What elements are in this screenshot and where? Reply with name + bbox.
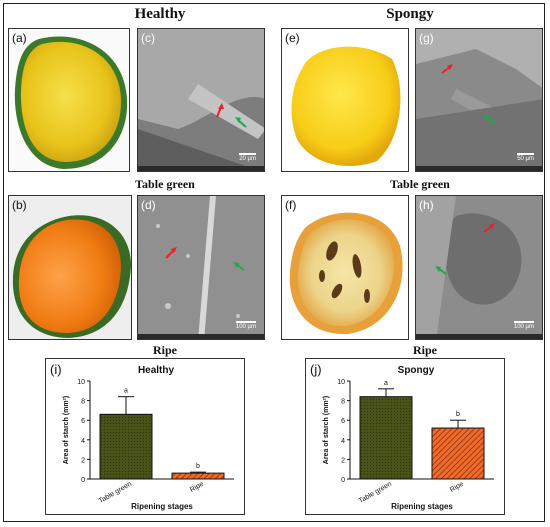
sem-micrograph-c — [138, 29, 264, 171]
chart-panel-j: (j) Spongy 0 2 4 6 8 10 Area of starch (mm²) a Tab… — [305, 358, 505, 515]
panel-c-sem: (c) 20 µm — [137, 28, 265, 172]
bar-chart-healthy: (i) Healthy 0 2 4 6 8 10 Area of starch (mm²) a Ta… — [50, 362, 234, 511]
chart-panel-i: (i) Healthy 0 2 4 6 8 10 Area of starch (mm²) a Ta… — [45, 358, 245, 515]
sem-info-strip — [416, 166, 542, 171]
x-axis-label: Ripening stages — [131, 502, 193, 511]
y-tick-label: 10 — [337, 379, 345, 386]
y-tick-label: 10 — [77, 379, 85, 386]
panel-d-sem: (d) 100 µm — [137, 195, 265, 340]
mango-slice-spongy-green-image — [291, 46, 401, 166]
panel-h-sem: (h) 100 µm — [415, 195, 543, 340]
sem-info-strip — [138, 334, 264, 339]
bar-ripe — [171, 472, 225, 480]
y-tick-label: 6 — [341, 418, 345, 425]
mango-slice-spongy-ripe-image — [289, 212, 403, 335]
mango-slice-healthy-ripe-image — [12, 215, 131, 338]
significance-letter: a — [384, 380, 388, 387]
chart-title: Spongy — [398, 365, 435, 376]
y-axis-label: Area of starch (mm²) — [323, 396, 330, 464]
chart-panel-label: (j) — [310, 362, 322, 377]
sem-micrograph-d — [138, 196, 264, 339]
sem-micrograph-g — [416, 29, 542, 171]
significance-letter: b — [196, 463, 200, 470]
panel-label-f: (f) — [285, 198, 297, 212]
heading-healthy: Healthy — [134, 6, 186, 22]
scale-bar-h: 100 µm — [513, 321, 534, 330]
mango-slice-healthy-green-image — [14, 36, 128, 169]
y-tick-label: 2 — [81, 457, 85, 464]
panel-e-photo: (e) — [281, 28, 409, 172]
y-tick-label: 8 — [81, 399, 85, 406]
heading-spongy: Spongy — [386, 6, 434, 22]
y-tick-label: 2 — [341, 457, 345, 464]
y-axis-label: Area of starch (mm²) — [63, 396, 70, 464]
y-tick-label: 6 — [81, 418, 85, 425]
scale-bar-g: 50 µm — [517, 153, 534, 162]
x-tick-label: Table green — [98, 481, 133, 505]
scale-bar-d: 100 µm — [235, 321, 256, 330]
figure-frame — [3, 3, 545, 522]
y-tick-label: 4 — [81, 438, 85, 445]
bar-table-green — [99, 413, 153, 480]
red-arrow-icon — [165, 249, 175, 259]
sem-info-strip — [416, 334, 542, 339]
heading-table-green-left: Table green — [135, 177, 195, 191]
panel-f-photo: (f) — [281, 195, 409, 340]
significance-letter: b — [456, 411, 460, 418]
y-tick-label: 4 — [341, 438, 345, 445]
heading-ripe-right: Ripe — [413, 343, 437, 357]
panel-label-g: (g) — [419, 31, 434, 45]
x-tick-label: Ripe — [449, 481, 465, 494]
bar-table-green — [359, 396, 413, 480]
panel-a-photo: (a) — [8, 28, 130, 172]
x-tick-label: Table green — [358, 481, 393, 505]
y-tick-label: 8 — [341, 399, 345, 406]
x-tick-label: Ripe — [189, 481, 205, 494]
heading-table-green-right: Table green — [390, 177, 450, 191]
y-tick-label: 0 — [341, 477, 345, 484]
chart-panel-label: (i) — [50, 362, 62, 377]
significance-letter: a — [124, 388, 128, 395]
x-axis-label: Ripening stages — [391, 502, 453, 511]
y-tick-label: 0 — [81, 477, 85, 484]
panel-label-a: (a) — [12, 31, 27, 45]
bar-chart-spongy: (j) Spongy 0 2 4 6 8 10 Area of starch (mm²) a Tab… — [310, 362, 494, 511]
sem-micrograph-h — [416, 196, 542, 339]
chart-title: Healthy — [138, 365, 175, 376]
panel-g-sem: (g) 50 µm — [415, 28, 543, 172]
sem-info-strip — [138, 166, 264, 171]
panel-label-e: (e) — [285, 31, 300, 45]
panel-label-c: (c) — [141, 31, 155, 45]
bar-ripe — [431, 427, 485, 480]
panel-b-photo: (b) — [8, 195, 132, 340]
scale-bar-c: 20 µm — [239, 153, 256, 162]
panel-label-d: (d) — [141, 198, 156, 212]
heading-ripe-left: Ripe — [153, 343, 177, 357]
panel-label-h: (h) — [419, 198, 434, 212]
panel-label-b: (b) — [12, 198, 27, 212]
